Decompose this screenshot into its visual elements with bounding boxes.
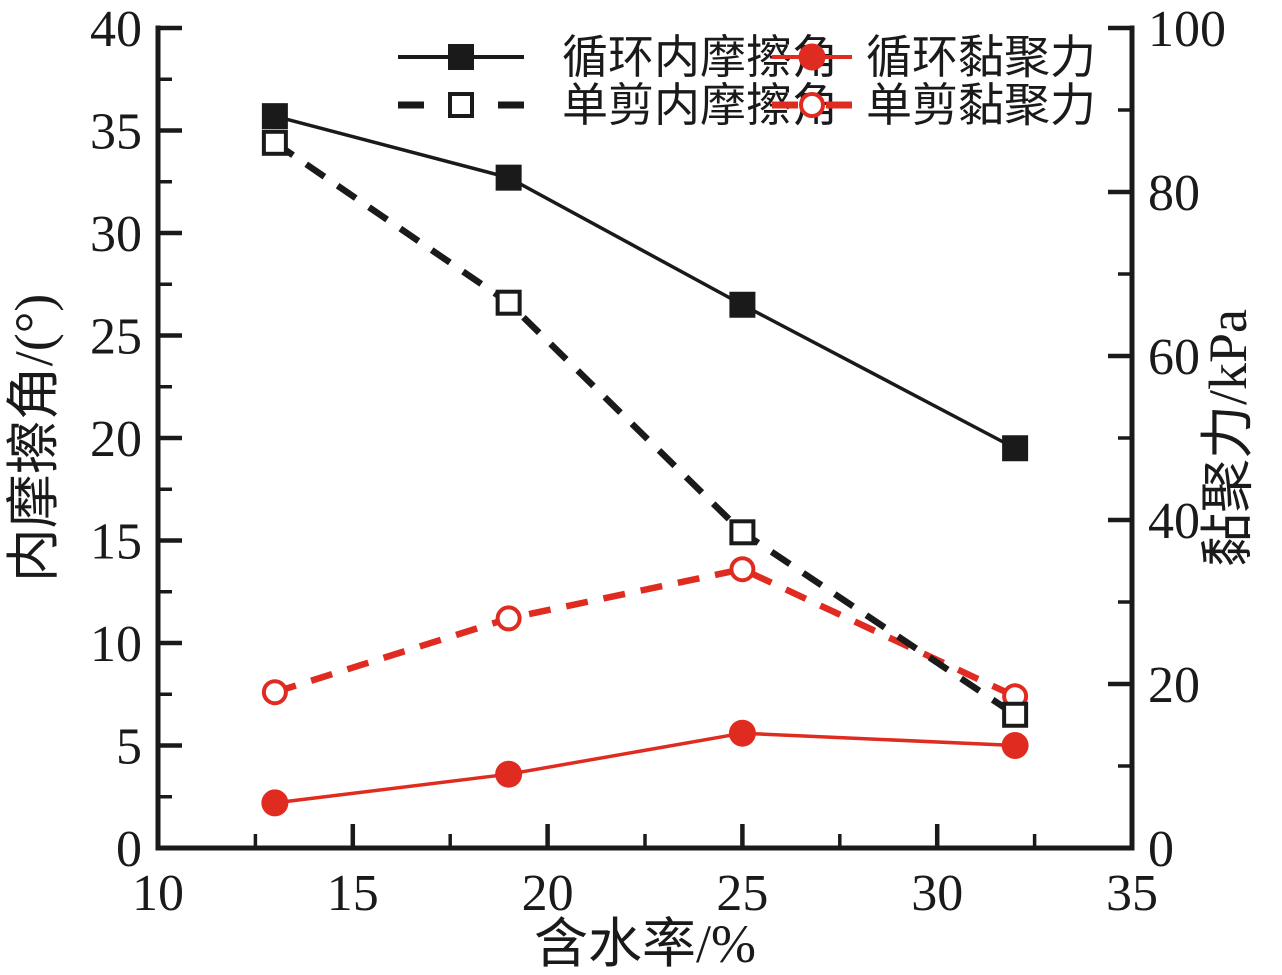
series-marker-single-shear-friction-angle: [495, 289, 522, 316]
x-tick-label: 20: [522, 865, 574, 922]
y-right-tick-label: 20: [1148, 657, 1200, 714]
legend-marker-cyclic-friction-angle: [448, 44, 474, 70]
legend-label-single-shear-cohesion: 单剪黏聚力: [866, 80, 1096, 131]
series-marker-single-shear-friction-angle: [1002, 701, 1029, 728]
y-left-tick-label: 15: [90, 514, 142, 571]
series-marker-single-shear-cohesion: [261, 679, 288, 706]
x-tick-label: 30: [911, 865, 963, 922]
y-right-tick-label: 100: [1148, 1, 1226, 58]
x-axis-title: 含水率/%: [534, 914, 756, 974]
y-right-tick-label: 0: [1148, 821, 1174, 878]
series-marker-cyclic-cohesion: [1001, 732, 1029, 759]
series-marker-cyclic-cohesion: [728, 719, 756, 747]
series-marker-single-shear-friction-angle: [261, 129, 288, 156]
y-right-tick-label: 60: [1148, 329, 1200, 386]
series-marker-cyclic-friction-angle: [729, 291, 756, 318]
y-left-tick-label: 10: [90, 616, 142, 673]
series-marker-single-shear-cohesion: [729, 556, 756, 583]
series-cyclic-friction-angle: [261, 103, 1029, 462]
series-line-single-shear-cohesion: [273, 565, 1017, 700]
x-tick-label: 25: [716, 865, 768, 922]
series-line-cyclic-friction-angle: [274, 114, 1016, 450]
y-right-tick-label: 80: [1148, 165, 1200, 222]
legend-marker-cyclic-cohesion: [798, 43, 826, 71]
series-marker-cyclic-cohesion: [495, 760, 523, 788]
y-left-tick-label: 20: [90, 411, 142, 468]
y-left-tick-label: 5: [116, 719, 142, 776]
series-marker-single-shear-friction-angle: [729, 519, 756, 546]
series-line-cyclic-cohesion: [274, 731, 1016, 805]
y-right-axis-title: 黏聚力/kPa: [1198, 309, 1258, 567]
series-marker-single-shear-cohesion: [495, 605, 522, 632]
y-left-tick-label: 40: [90, 1, 142, 58]
series-line-single-shear-friction-angle: [273, 140, 1017, 718]
series-single-shear-friction-angle: [261, 129, 1029, 728]
y-left-tick-label: 0: [116, 821, 142, 878]
y-left-axis-title: 内摩擦角/(°): [4, 294, 64, 583]
x-tick-label: 15: [327, 865, 379, 922]
x-tick-label: 10: [132, 865, 184, 922]
series-marker-cyclic-friction-angle: [495, 164, 522, 191]
y-left-tick-label: 30: [90, 206, 142, 263]
series-single-shear-cohesion: [261, 556, 1029, 710]
legend-marker-single-shear-cohesion: [799, 92, 825, 118]
y-left-tick-label: 25: [90, 309, 142, 366]
legend-entry-cyclic-cohesion: 循环黏聚力: [772, 32, 1096, 83]
legend-label-cyclic-cohesion: 循环黏聚力: [866, 32, 1096, 83]
y-left-tick-label: 35: [90, 104, 142, 161]
x-tick-label: 35: [1106, 865, 1158, 922]
series-marker-cyclic-friction-angle: [1002, 435, 1029, 462]
series-cyclic-cohesion: [261, 719, 1029, 817]
legend-entry-single-shear-cohesion: 单剪黏聚力: [772, 80, 1096, 131]
series-marker-cyclic-cohesion: [261, 789, 289, 817]
y-right-tick-label: 40: [1148, 493, 1200, 550]
series-marker-cyclic-friction-angle: [261, 103, 288, 130]
legend-marker-single-shear-friction-angle: [448, 92, 474, 118]
